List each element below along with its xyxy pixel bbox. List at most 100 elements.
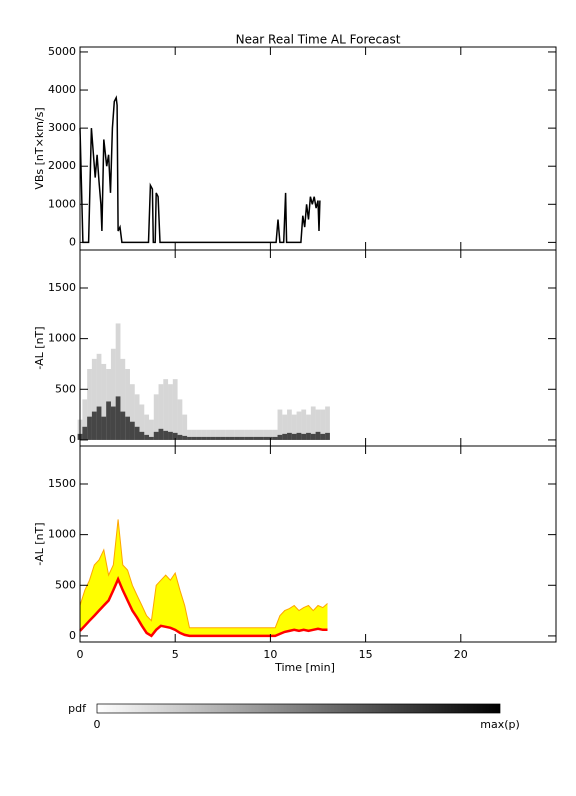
pdf-peak — [129, 421, 135, 440]
y-axis-label: VBs [nT×km/s] — [33, 107, 46, 189]
y-tick-label: 500 — [55, 578, 76, 591]
x-tick-label: 20 — [454, 648, 468, 661]
pdf-column — [215, 429, 221, 440]
y-axis-label: -AL [nT] — [33, 326, 46, 369]
pdf-column — [187, 429, 192, 440]
pdf-column — [234, 429, 240, 440]
y-tick-label: 1000 — [48, 528, 76, 541]
pdf-peak — [206, 436, 211, 440]
pdf-peak — [248, 436, 254, 440]
pdf-peak — [125, 416, 130, 440]
pdf-peak — [139, 431, 145, 440]
pdf-column — [87, 369, 92, 440]
y-tick-label: 1500 — [48, 281, 76, 294]
y-tick-label: 4000 — [48, 83, 76, 96]
y-axis-label: -AL [nT] — [33, 522, 46, 565]
pdf-peak — [196, 436, 202, 440]
pdf-column — [134, 394, 140, 440]
pdf-peak — [291, 433, 297, 440]
pdf-peak — [201, 436, 207, 440]
pdf-column — [201, 429, 207, 440]
pdf-column — [144, 414, 150, 440]
pdf-peak — [220, 436, 226, 440]
pdf-peak — [191, 436, 197, 440]
pdf-column — [220, 429, 226, 440]
pdf-column — [153, 394, 159, 440]
y-tick-label: 3000 — [48, 121, 76, 134]
pdf-peak — [120, 411, 126, 440]
pdf-column — [125, 369, 130, 440]
pdf-column — [158, 384, 164, 440]
pdf-column — [149, 419, 154, 440]
pdf-column — [91, 358, 97, 440]
y-tick-label: 5000 — [48, 45, 76, 58]
pdf-peak — [106, 401, 111, 440]
chart-title: Near Real Time AL Forecast — [236, 33, 401, 47]
y-tick-label: 2000 — [48, 159, 76, 172]
pdf-peak — [172, 432, 178, 440]
pdf-peak — [210, 436, 216, 440]
colorbar — [96, 703, 501, 714]
pdf-peak — [277, 434, 283, 440]
pdf-peak — [91, 411, 97, 440]
upper-line — [79, 519, 328, 629]
pdf-peak — [296, 432, 302, 440]
pdf-peak — [134, 426, 140, 440]
pdf-peak — [149, 436, 154, 440]
plot-frame — [79, 445, 557, 643]
pdf-peak — [110, 406, 116, 440]
colorbar-min: 0 — [94, 718, 101, 731]
x-tick-label: 15 — [359, 648, 373, 661]
pdf-column — [168, 384, 173, 440]
pdf-column — [315, 409, 321, 440]
y-tick-label: 500 — [55, 382, 76, 395]
pdf-peak — [234, 436, 240, 440]
pdf-column — [120, 358, 126, 440]
pdf-column — [320, 409, 326, 440]
pdf-peak — [153, 431, 159, 440]
y-tick-label: 1000 — [48, 332, 76, 345]
pdf-peak — [187, 436, 192, 440]
y-tick-label: 0 — [69, 235, 76, 248]
pdf-column — [206, 429, 211, 440]
pdf-peak — [215, 436, 221, 440]
pdf-peak — [96, 406, 102, 440]
pdf-column — [301, 409, 307, 440]
pdf-peak — [158, 428, 164, 440]
pdf-column — [244, 429, 249, 440]
pdf-column — [263, 429, 269, 440]
pdf-column — [82, 399, 88, 440]
y-tick-label: 0 — [69, 433, 76, 446]
pdf-column — [287, 409, 292, 440]
pdf-peak — [239, 436, 245, 440]
pdf-column — [296, 411, 302, 440]
x-tick-label: 10 — [263, 648, 277, 661]
pdf-peak — [144, 434, 150, 440]
pdf-column — [172, 379, 178, 440]
pdf-column — [163, 379, 169, 440]
pdf-peak — [301, 433, 307, 440]
pdf-peak — [229, 436, 235, 440]
pdf-peak — [325, 432, 330, 440]
pdf-column — [277, 409, 283, 440]
pdf-column — [196, 429, 202, 440]
pdf-column — [272, 429, 278, 440]
pdf-column — [253, 429, 259, 440]
x-axis-label: Time [min] — [274, 661, 335, 674]
pdf-peak — [87, 416, 92, 440]
pdf-peak — [320, 433, 326, 440]
data-line — [79, 95, 321, 244]
pdf-column — [210, 429, 216, 440]
pdf-peak — [82, 426, 88, 440]
pdf-peak — [168, 431, 173, 440]
pdf-peak — [282, 433, 288, 440]
pdf-column — [115, 323, 121, 440]
y-tick-label: 1000 — [48, 197, 76, 210]
pdf-column — [325, 406, 330, 440]
pdf-column — [225, 429, 230, 440]
pdf-column — [229, 429, 235, 440]
pdf-peak — [287, 432, 292, 440]
pdf-peak — [315, 431, 321, 440]
pdf-column — [258, 429, 264, 440]
x-tick-label: 0 — [77, 648, 84, 661]
